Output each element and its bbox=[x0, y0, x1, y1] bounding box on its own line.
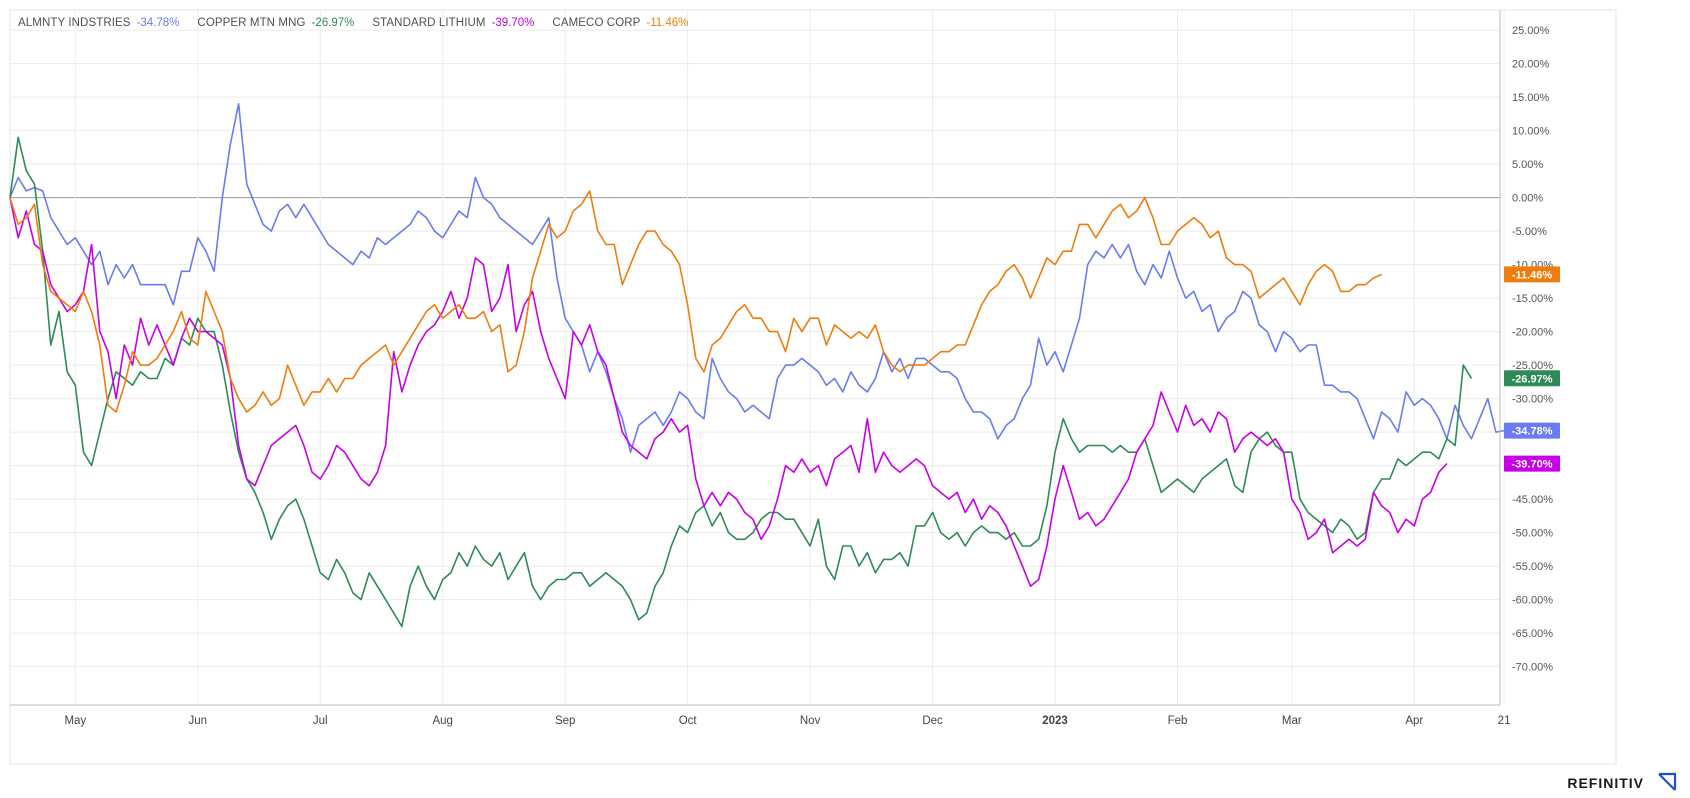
x-tick-label: Oct bbox=[679, 715, 698, 727]
x-tick-label: Aug bbox=[432, 715, 452, 727]
plot-frame bbox=[9, 9, 1617, 765]
last-value-badge bbox=[1504, 422, 1560, 439]
legend-value: -34.78% bbox=[136, 17, 180, 29]
y-tick-label: 5.00% bbox=[1512, 159, 1543, 171]
last-value-label: -26.97% bbox=[1512, 373, 1553, 385]
legend-value: -11.46% bbox=[646, 17, 689, 29]
refinitiv-logo-icon bbox=[1658, 772, 1677, 791]
x-tick-label: 2023 bbox=[1042, 715, 1068, 727]
x-tick-label: May bbox=[64, 715, 86, 727]
brand-name: REFINITIV bbox=[1567, 775, 1644, 791]
x-tick-label: Dec bbox=[922, 715, 943, 727]
series-line bbox=[9, 103, 1505, 453]
y-tick-label: -25.00% bbox=[1512, 360, 1553, 372]
chart-legend: ALMNTY INDSTRIES -34.78% COPPER MTN MNG … bbox=[18, 17, 688, 29]
x-tick-label: Mar bbox=[1282, 715, 1302, 727]
legend-label: CAMECO CORP bbox=[552, 17, 641, 29]
y-tick-label: -20.00% bbox=[1512, 327, 1553, 339]
legend-item-copper[interactable]: COPPER MTN MNG -26.97% bbox=[197, 17, 354, 29]
y-tick-label: -45.00% bbox=[1512, 494, 1553, 506]
last-value-label: -34.78% bbox=[1512, 426, 1553, 438]
y-tick-label: -65.00% bbox=[1512, 628, 1553, 640]
legend-value: -39.70% bbox=[491, 17, 535, 29]
x-tick-label: Jun bbox=[189, 715, 208, 727]
last-value-badges: -34.78% -26.97% -39.70% -11.46% bbox=[1504, 266, 1560, 472]
y-tick-label: 20.00% bbox=[1512, 59, 1550, 71]
x-tick-label: Sep bbox=[555, 715, 575, 727]
legend-label: STANDARD LITHIUM bbox=[372, 17, 486, 29]
y-tick-label: -15.00% bbox=[1512, 293, 1553, 305]
legend-label: ALMNTY INDSTRIES bbox=[18, 17, 131, 29]
last-value-badge bbox=[1504, 370, 1560, 387]
last-value-badge bbox=[1504, 455, 1560, 472]
y-tick-label: -60.00% bbox=[1512, 595, 1553, 607]
legend-label: COPPER MTN MNG bbox=[197, 17, 306, 29]
x-tick-label: Nov bbox=[800, 715, 821, 727]
y-tick-label: 10.00% bbox=[1512, 126, 1550, 138]
series-line bbox=[9, 136, 1473, 628]
y-tick-label: -50.00% bbox=[1512, 528, 1553, 540]
series-lines bbox=[9, 103, 1505, 628]
legend-item-almnty[interactable]: ALMNTY INDSTRIES -34.78% bbox=[18, 17, 179, 29]
last-value-badge bbox=[1504, 266, 1560, 283]
x-axis: May Jun Jul Aug Sep Oct Nov Dec 2023 Feb Mar Apr 21 bbox=[10, 704, 1511, 727]
legend-item-cameco[interactable]: CAMECO CORP -11.46% bbox=[552, 17, 688, 29]
y-tick-label: -30.00% bbox=[1512, 394, 1553, 406]
legend-value: -26.97% bbox=[311, 17, 355, 29]
last-value-label: -39.70% bbox=[1512, 459, 1553, 471]
y-tick-label: 25.00% bbox=[1512, 25, 1550, 37]
x-tick-label: Feb bbox=[1168, 715, 1188, 727]
y-tick-label: -55.00% bbox=[1512, 561, 1553, 573]
y-tick-label: 15.00% bbox=[1512, 92, 1550, 104]
series-line bbox=[9, 197, 1448, 587]
x-tick-label: Apr bbox=[1405, 715, 1423, 727]
legend-item-lithium[interactable]: STANDARD LITHIUM -39.70% bbox=[372, 17, 534, 29]
y-tick-label: 0.00% bbox=[1512, 193, 1543, 205]
x-tick-label: 21 bbox=[1498, 715, 1511, 727]
y-tick-label: -70.00% bbox=[1512, 662, 1553, 674]
last-value-label: -11.46% bbox=[1512, 269, 1553, 281]
y-tick-label: -5.00% bbox=[1512, 226, 1547, 238]
x-tick-label: Jul bbox=[313, 715, 328, 727]
series-line bbox=[9, 190, 1382, 413]
